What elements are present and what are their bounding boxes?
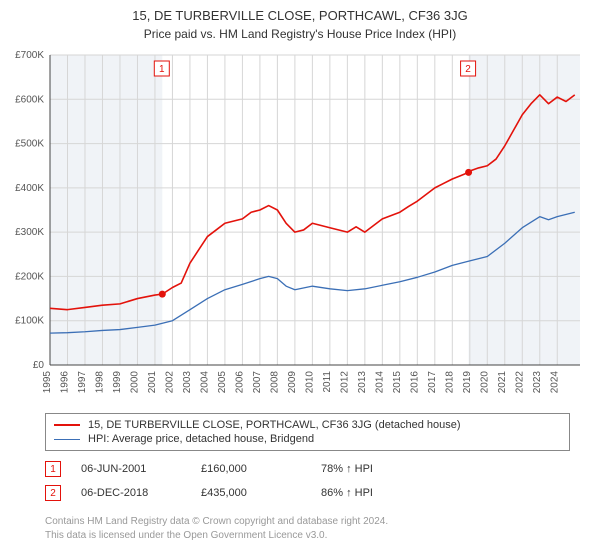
svg-text:2: 2 xyxy=(465,64,471,75)
svg-text:2023: 2023 xyxy=(532,371,543,394)
svg-text:2003: 2003 xyxy=(182,371,193,394)
svg-text:2024: 2024 xyxy=(549,371,560,394)
chart-subtitle: Price paid vs. HM Land Registry's House … xyxy=(0,27,600,41)
sale-price: £435,000 xyxy=(201,487,321,499)
sale-marker-badge: 1 xyxy=(45,461,61,477)
footer-line1: Contains HM Land Registry data © Crown c… xyxy=(45,515,570,529)
svg-text:2008: 2008 xyxy=(269,371,280,394)
sale-marker-badge: 2 xyxy=(45,485,61,501)
svg-text:2014: 2014 xyxy=(374,371,385,394)
svg-text:1: 1 xyxy=(159,64,165,75)
svg-text:2007: 2007 xyxy=(252,371,263,394)
svg-text:£0: £0 xyxy=(33,360,45,371)
sale-pct: 78% ↑ HPI xyxy=(321,463,441,475)
sale-pct: 86% ↑ HPI xyxy=(321,487,441,499)
svg-text:1995: 1995 xyxy=(42,371,53,394)
sale-date: 06-DEC-2018 xyxy=(81,487,201,499)
svg-text:1998: 1998 xyxy=(94,371,105,394)
svg-text:£100K: £100K xyxy=(15,316,44,327)
footer-line2: This data is licensed under the Open Gov… xyxy=(45,529,570,543)
svg-text:1999: 1999 xyxy=(112,371,123,394)
chart-svg: £0 £100K £200K £300K £400K £500K £600K £700K 199… xyxy=(0,45,600,405)
chart: £0 £100K £200K £300K £400K £500K £600K £700K 199… xyxy=(0,45,600,405)
svg-text:2005: 2005 xyxy=(217,371,228,394)
svg-text:2010: 2010 xyxy=(304,371,315,394)
svg-text:2013: 2013 xyxy=(357,371,368,394)
svg-text:2012: 2012 xyxy=(339,371,350,394)
svg-text:£700K: £700K xyxy=(15,50,44,61)
svg-text:2022: 2022 xyxy=(514,371,525,394)
svg-text:£200K: £200K xyxy=(15,271,44,282)
svg-text:2017: 2017 xyxy=(427,371,438,394)
svg-text:£500K: £500K xyxy=(15,139,44,150)
legend-label: 15, DE TURBERVILLE CLOSE, PORTHCAWL, CF3… xyxy=(88,419,461,431)
svg-text:2021: 2021 xyxy=(497,371,508,394)
sale-row: 1 06-JUN-2001£160,00078% ↑ HPI xyxy=(45,457,570,481)
svg-text:2015: 2015 xyxy=(392,371,403,394)
svg-text:£300K: £300K xyxy=(15,227,44,238)
svg-text:2006: 2006 xyxy=(234,371,245,394)
sale-price: £160,000 xyxy=(201,463,321,475)
svg-text:2004: 2004 xyxy=(199,371,210,394)
legend-row: 15, DE TURBERVILLE CLOSE, PORTHCAWL, CF3… xyxy=(54,418,561,432)
legend-swatch xyxy=(54,439,80,440)
chart-title-area: 15, DE TURBERVILLE CLOSE, PORTHCAWL, CF3… xyxy=(0,0,600,45)
chart-title: 15, DE TURBERVILLE CLOSE, PORTHCAWL, CF3… xyxy=(0,8,600,23)
legend-label: HPI: Average price, detached house, Brid… xyxy=(88,433,314,445)
svg-text:2009: 2009 xyxy=(287,371,298,394)
page: 15, DE TURBERVILLE CLOSE, PORTHCAWL, CF3… xyxy=(0,0,600,542)
svg-text:2000: 2000 xyxy=(129,371,140,394)
svg-text:2016: 2016 xyxy=(409,371,420,394)
svg-text:2018: 2018 xyxy=(444,371,455,394)
svg-text:2001: 2001 xyxy=(147,371,158,394)
svg-text:2011: 2011 xyxy=(322,371,333,393)
svg-text:£600K: £600K xyxy=(15,94,44,105)
svg-text:2019: 2019 xyxy=(462,371,473,394)
sale-row: 2 06-DEC-2018£435,00086% ↑ HPI xyxy=(45,481,570,505)
footer: Contains HM Land Registry data © Crown c… xyxy=(45,515,570,542)
svg-text:1996: 1996 xyxy=(59,371,70,394)
legend: 15, DE TURBERVILLE CLOSE, PORTHCAWL, CF3… xyxy=(45,413,570,451)
sale-date: 06-JUN-2001 xyxy=(81,463,201,475)
legend-row: HPI: Average price, detached house, Brid… xyxy=(54,432,561,446)
sales-table: 1 06-JUN-2001£160,00078% ↑ HPI 2 06-DEC-201… xyxy=(45,457,570,505)
legend-swatch xyxy=(54,424,80,426)
svg-text:2020: 2020 xyxy=(479,371,490,394)
svg-text:2002: 2002 xyxy=(164,371,175,394)
svg-text:1997: 1997 xyxy=(77,371,88,394)
svg-text:£400K: £400K xyxy=(15,183,44,194)
